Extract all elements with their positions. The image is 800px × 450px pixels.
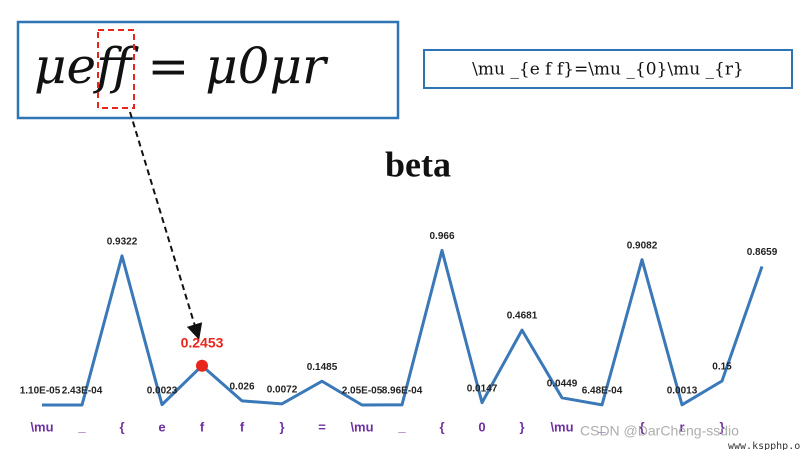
value-label: 2.05E-05 (342, 386, 383, 397)
x-tick-label: f (200, 419, 205, 434)
value-label: 0.9322 (107, 236, 138, 247)
x-tick-label: \mu (350, 419, 373, 434)
x-tick-label: } (279, 419, 284, 434)
plot: 1.10E-05 2.43E-04 0.9322 0.0023 0.2453 0.026 0… (20, 231, 778, 434)
highlight-point (196, 359, 208, 372)
value-label: 8.96E-04 (382, 385, 423, 396)
x-tick-label: } (519, 419, 524, 434)
x-tick-label: 0 (478, 419, 485, 434)
chart-title: beta (385, 144, 451, 184)
value-label: 0.9082 (627, 240, 658, 251)
value-label: 1.10E-05 (20, 386, 61, 397)
watermark: www.kspphp.online (728, 441, 800, 450)
x-tick-label: \mu (30, 419, 53, 434)
highlight-box (97, 29, 135, 109)
value-label: 0.4681 (507, 311, 538, 322)
value-label: 0.15 (712, 362, 732, 373)
x-tick-label: { (119, 419, 124, 434)
x-tick-label: e (158, 419, 165, 434)
value-label: 0.0449 (547, 378, 578, 389)
watermark: CSDN @DarCheng-ssdio (580, 423, 739, 439)
x-tick-label: _ (597, 419, 606, 434)
x-tick-label: \mu (550, 419, 573, 434)
data-line (41, 248, 764, 407)
value-label: 0.2453 (181, 334, 224, 350)
value-label: 0.0023 (147, 385, 178, 396)
x-tick-label: = (318, 419, 326, 434)
value-label: 0.0147 (467, 383, 498, 394)
value-label: 2.43E-04 (62, 386, 103, 397)
value-label: 0.8659 (747, 247, 778, 258)
value-label: 0.026 (229, 381, 254, 392)
x-tick-label: r (679, 419, 684, 434)
value-label: 0.0013 (667, 385, 698, 396)
x-tick-label: _ (77, 419, 86, 434)
latex-formula: \mu _{e f f}=\mu _{0}\mu _{r} (472, 60, 744, 80)
value-label: 6.48E-04 (582, 386, 623, 397)
x-tick-label: _ (397, 419, 406, 434)
value-label: 0.0072 (267, 384, 298, 395)
latex-box (423, 49, 793, 89)
x-tick-label: } (719, 419, 724, 434)
arrow (129, 111, 203, 340)
handwritten-formula: μeff = μ0μr (34, 37, 329, 95)
x-tick-label: { (439, 419, 444, 434)
x-tick-label: f (240, 419, 245, 434)
value-label: 0.1485 (307, 362, 338, 373)
value-label: 0.966 (429, 231, 454, 242)
handwriting-box (16, 20, 400, 120)
x-tick-label: { (639, 419, 644, 434)
